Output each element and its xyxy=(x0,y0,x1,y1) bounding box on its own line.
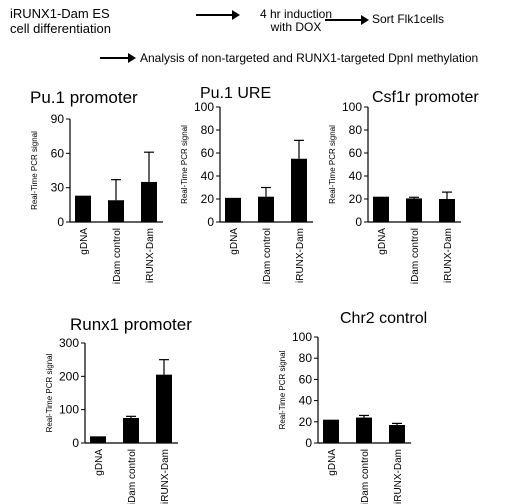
y-tick-label: 80 xyxy=(201,123,215,137)
y-axis-label: Real-Time PCR signal xyxy=(180,125,189,204)
chart-title: Chr2 control xyxy=(340,310,427,327)
bar xyxy=(141,181,157,222)
bar xyxy=(123,418,139,443)
y-axis-label: Real-Time PCR signal xyxy=(328,125,337,204)
bar xyxy=(406,198,422,222)
x-tick-label: gDNA xyxy=(94,449,105,476)
arrow-right-icon xyxy=(196,10,240,20)
bar xyxy=(389,424,405,443)
y-axis-label: Real-Time PCR signal xyxy=(278,350,287,429)
x-tick-label: gDNA xyxy=(327,449,338,476)
bar xyxy=(356,417,372,443)
bar xyxy=(323,419,339,443)
y-tick-label: 40 xyxy=(349,169,363,183)
y-tick-label: 100 xyxy=(292,330,312,344)
chart-title: Csf1r promoter xyxy=(372,89,479,106)
y-tick-label: 20 xyxy=(201,192,215,206)
y-tick-label: 0 xyxy=(57,215,64,229)
y-tick-label: 40 xyxy=(201,169,215,183)
flow-step-differentiation-text: iRUNX1-Dam ES cell differentiation xyxy=(10,6,111,36)
y-tick-label: 100 xyxy=(342,100,362,114)
y-tick-label: 100 xyxy=(59,403,79,417)
y-tick-label: 0 xyxy=(355,215,362,229)
y-tick-label: 80 xyxy=(299,351,313,365)
bar xyxy=(291,158,307,222)
bar xyxy=(75,195,91,222)
bar xyxy=(439,199,455,222)
y-tick-label: 60 xyxy=(201,146,215,160)
chart-title: Runx1 promoter xyxy=(70,315,192,334)
y-tick-label: 80 xyxy=(349,123,363,137)
bar xyxy=(373,196,389,222)
chart-title: Pu.1 promoter xyxy=(30,88,138,107)
y-tick-label: 60 xyxy=(349,146,363,160)
chart-title: Pu.1 URE xyxy=(200,85,271,102)
x-tick-label: iRUNX-Dam xyxy=(145,228,156,283)
flow-step-induction: 4 hr induction with DOX xyxy=(259,7,333,34)
x-tick-label: gDNA xyxy=(377,228,388,255)
x-tick-label: iRUNX-Dam xyxy=(295,228,306,283)
x-tick-label: gDNA xyxy=(79,228,90,255)
bar xyxy=(156,374,172,443)
flow-step-analysis: Analysis of non-targeted and RUNX1-targe… xyxy=(140,51,479,65)
y-tick-label: 20 xyxy=(299,415,313,429)
y-tick-label: 90 xyxy=(51,112,65,126)
x-tick-label: iRUNX-Dam xyxy=(160,449,171,504)
y-tick-label: 200 xyxy=(59,369,79,383)
bar xyxy=(108,200,124,222)
y-tick-label: 300 xyxy=(59,336,79,350)
y-tick-label: 0 xyxy=(72,436,79,450)
x-tick-label: iDam control xyxy=(360,449,371,504)
x-tick-label: iRUNX-Dam xyxy=(443,228,454,283)
arrow-right-icon xyxy=(325,15,369,25)
flow-step-sort: Sort Flk1cells xyxy=(372,12,445,26)
y-tick-label: 100 xyxy=(194,100,214,114)
bar xyxy=(225,197,241,222)
y-axis-label: Real-Time PCR signal xyxy=(30,131,39,210)
x-tick-label: iDam control xyxy=(410,228,421,284)
arrow-right-icon xyxy=(100,53,136,63)
y-tick-label: 0 xyxy=(207,215,214,229)
x-tick-label: iDam control xyxy=(127,449,138,504)
x-tick-label: gDNA xyxy=(229,228,240,255)
flow-step-differentiation: iRUNX1-Dam ES cell differentiation xyxy=(10,6,132,36)
y-tick-label: 0 xyxy=(305,436,312,450)
x-tick-label: iRUNX-Dam xyxy=(393,449,404,504)
y-tick-label: 60 xyxy=(299,372,313,386)
bar xyxy=(90,436,106,443)
y-axis-label: Real-Time PCR signal xyxy=(45,353,54,432)
y-tick-label: 20 xyxy=(349,192,363,206)
x-tick-label: iDam control xyxy=(262,228,273,284)
y-tick-label: 60 xyxy=(51,146,65,160)
y-tick-label: 40 xyxy=(299,394,313,408)
x-tick-label: iDam control xyxy=(112,228,123,284)
bar xyxy=(258,196,274,222)
y-tick-label: 30 xyxy=(51,181,65,195)
